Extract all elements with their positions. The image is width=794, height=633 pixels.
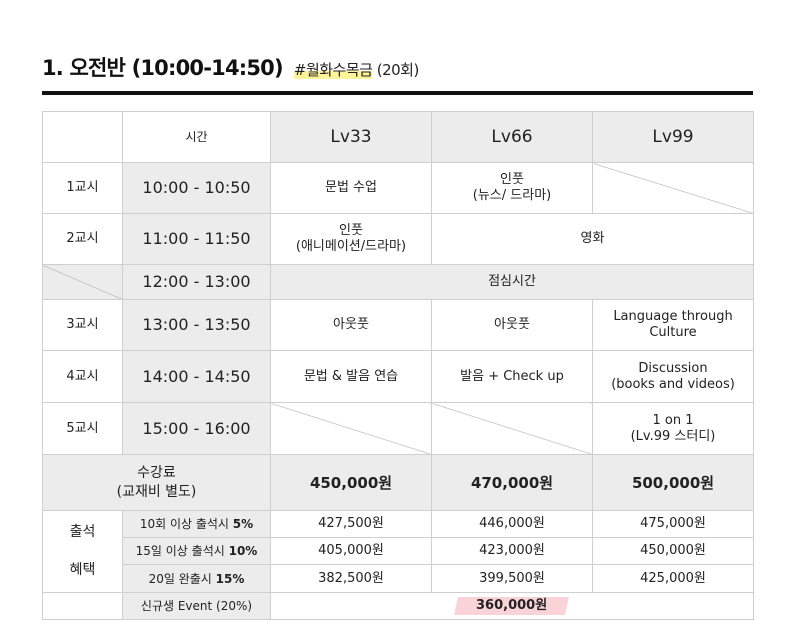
benefit-condition: 20일 완출시 15%: [122, 564, 271, 593]
condition-text: 20일 완출시: [148, 571, 212, 586]
lv33-cell: 문법 수업: [270, 162, 432, 214]
benefit-price-lv66: 446,000원: [431, 510, 593, 538]
fee-row: 수강료 (교재비 별도) 450,000원 470,000원 500,000원: [42, 454, 754, 511]
header-lv66: Lv66: [431, 111, 593, 163]
benefit-row: 20일 완출시 15% 382,500원 399,500원 425,000원: [43, 564, 754, 593]
corner-cell: [42, 111, 123, 163]
header-lv33: Lv33: [270, 111, 432, 163]
table-row: 5교시 15:00 - 16:00 1 on 1 (Lv.99 스터디): [42, 402, 754, 455]
schedule-heading: 1. 오전반 (10:00-14:50) #월화수목금 (20회): [42, 52, 419, 82]
header-lv99: Lv99: [592, 111, 754, 163]
condition-percent: 5%: [232, 517, 254, 531]
new-student-price: 360,000원: [476, 598, 548, 613]
table-row: 1교시 10:00 - 10:50 문법 수업 인풋 (뉴스/ 드라마): [42, 162, 754, 214]
condition-text: 15일 이상 출석시: [135, 544, 225, 558]
lv66-cell: 아웃풋: [431, 299, 593, 351]
benefit-label-line1: 출석: [69, 524, 96, 540]
benefit-label-line2: 혜택: [69, 562, 96, 578]
class-title: 1. 오전반 (10:00-14:50): [42, 56, 284, 80]
promo-highlight: 360,000원: [454, 597, 570, 615]
schedule-tag: #월화수목금 (20회): [293, 61, 420, 79]
benefit-price-lv99: 450,000원: [592, 537, 754, 565]
lv33-cell: 문법 & 발음 연습: [270, 350, 432, 403]
period-label: 2교시: [42, 213, 123, 265]
condition-percent: 10%: [228, 544, 258, 558]
benefit-condition: 10회 이상 출석시 5%: [122, 510, 271, 538]
fee-lv66: 470,000원: [431, 454, 593, 511]
table-row: 3교시 13:00 - 13:50 아웃풋 아웃풋 Language throu…: [42, 299, 754, 351]
empty-cell: [431, 402, 593, 455]
empty-cell: [270, 402, 432, 455]
lv33-cell: 아웃풋: [270, 299, 432, 351]
benefit-price-lv33: 405,000원: [270, 537, 432, 565]
period-label: 5교시: [42, 402, 123, 455]
benefit-condition: 15일 이상 출석시 10%: [122, 537, 271, 565]
lv99-cell: Discussion (books and videos): [592, 350, 754, 403]
session-count: (20회): [376, 61, 420, 79]
fee-label: 수강료 (교재비 별도): [42, 454, 271, 511]
lunch-cell: 점심시간: [270, 264, 754, 300]
fee-title: 수강료: [137, 464, 176, 481]
benefit-price-lv66: 423,000원: [431, 537, 593, 565]
header-time: 시간: [122, 111, 271, 163]
time-cell: 10:00 - 10:50: [122, 162, 271, 214]
benefit-price-lv66: 399,500원: [431, 564, 593, 593]
new-student-label: 신규생 Event (20%): [122, 592, 271, 620]
fee-lv33: 450,000원: [270, 454, 432, 511]
lv99-cell: 1 on 1 (Lv.99 스터디): [592, 402, 754, 455]
time-cell: 15:00 - 16:00: [122, 402, 271, 455]
condition-text: 10회 이상 출석시: [139, 517, 229, 531]
new-student-row: 신규생 Event (20%) 360,000원: [42, 592, 754, 620]
fee-lv99: 500,000원: [592, 454, 754, 511]
table-row: 2교시 11:00 - 11:50 인풋 (애니메이션/드라마) 영화: [42, 213, 754, 265]
benefit-price-lv33: 427,500원: [270, 510, 432, 538]
benefit-price-lv33: 382,500원: [270, 564, 432, 593]
empty-cell: [592, 162, 754, 214]
time-cell: 13:00 - 13:50: [122, 299, 271, 351]
benefit-price-lv99: 425,000원: [592, 564, 754, 593]
benefit-spacer: [42, 592, 123, 620]
period-label: 1교시: [42, 162, 123, 214]
time-cell: 12:00 - 13:00: [122, 264, 271, 300]
period-label: 4교시: [42, 350, 123, 403]
benefit-row: 15일 이상 출석시 10% 405,000원 423,000원 450,000…: [43, 537, 754, 565]
lv33-cell: 인풋 (애니메이션/드라마): [270, 213, 432, 265]
period-label: 3교시: [42, 299, 123, 351]
lv99-cell: Language through Culture: [592, 299, 754, 351]
days-tag: #월화수목금: [293, 61, 373, 79]
table-header-row: 시간 Lv33 Lv66 Lv99: [42, 111, 754, 163]
schedule-table: 시간 Lv33 Lv66 Lv99 1교시 10:00 - 10:50 문법 수…: [42, 111, 754, 620]
table-row: 4교시 14:00 - 14:50 문법 & 발음 연습 발음 + Check …: [42, 350, 754, 403]
condition-percent: 15%: [215, 571, 245, 586]
time-cell: 14:00 - 14:50: [122, 350, 271, 403]
merged-cell: 영화: [431, 213, 754, 265]
table-row: 12:00 - 13:00 점심시간: [42, 264, 754, 300]
new-student-price-cell: 360,000원: [270, 592, 754, 620]
lv66-cell: 인풋 (뉴스/ 드라마): [431, 162, 593, 214]
lv66-cell: 발음 + Check up: [431, 350, 593, 403]
empty-cell: [42, 264, 123, 300]
title-divider: [42, 91, 753, 95]
benefit-price-lv99: 475,000원: [592, 510, 754, 538]
time-cell: 11:00 - 11:50: [122, 213, 271, 265]
fee-note: (교재비 별도): [116, 483, 197, 500]
